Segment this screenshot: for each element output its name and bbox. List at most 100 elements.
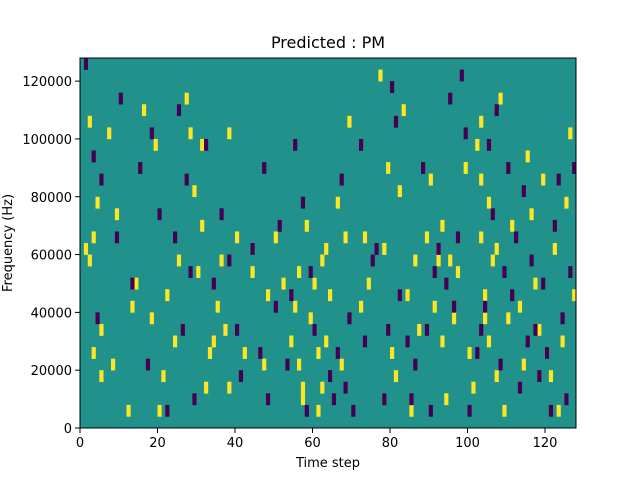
chart-title: Predicted : PM [271, 33, 385, 52]
heatmap-cell-high [273, 231, 278, 244]
heatmap-cell-low [545, 347, 550, 359]
heatmap-cell-low [537, 370, 542, 383]
heatmap-cell-high [107, 127, 112, 140]
heatmap-cell-low [572, 162, 577, 174]
x-tick-label: 20 [149, 436, 166, 451]
heatmap-cell-high [320, 254, 325, 267]
heatmap-cell-high [200, 138, 205, 151]
heatmap-cell-high [196, 266, 201, 278]
heatmap-cell-high [157, 404, 162, 417]
heatmap-cell-high [324, 243, 329, 255]
heatmap-cell-low [335, 347, 340, 359]
heatmap-cell-low [293, 138, 298, 151]
heatmap-cell-low [494, 104, 499, 117]
heatmap-cell-low [552, 219, 557, 232]
heatmap-cell-high [409, 404, 414, 417]
heatmap-cell-high [397, 185, 402, 198]
heatmap-cell-low [304, 404, 309, 417]
heatmap-cell-low [145, 358, 151, 371]
heatmap-cell-high [130, 300, 135, 313]
heatmap-cell-high [486, 196, 492, 209]
heatmap-cell-high [223, 323, 228, 336]
heatmap-cell-low [436, 243, 441, 255]
heatmap-cell-low [424, 323, 430, 336]
heatmap-cell-high [87, 115, 92, 128]
heatmap-cell-high [126, 404, 131, 417]
heatmap-cell-high [207, 347, 213, 359]
heatmap-cell-high [142, 104, 147, 117]
y-tick-label: 60000 [31, 249, 72, 264]
plot-area [80, 58, 577, 428]
heatmap-cell-high [525, 150, 530, 163]
heatmap-cell-high [293, 300, 298, 313]
heatmap-cell-low [370, 254, 375, 267]
heatmap-cell-high [235, 231, 240, 244]
y-tick-label: 100000 [22, 133, 72, 148]
heatmap-cell-high [463, 162, 468, 174]
heatmap-cell-low [564, 393, 569, 406]
y-tick-label: 40000 [31, 306, 72, 321]
heatmap-cell-high [320, 381, 325, 394]
heatmap-cell-low [308, 266, 313, 278]
heatmap-cell-low [343, 381, 348, 394]
x-tick-label: 0 [76, 436, 84, 451]
heatmap-cell-high [556, 404, 561, 417]
heatmap-cell-high [362, 231, 368, 244]
heatmap-cell-high [552, 243, 557, 255]
heatmap-cell-high [173, 335, 178, 348]
x-tick-label: 40 [227, 436, 244, 451]
heatmap-cell-high [87, 254, 92, 267]
x-axis: 0 20 40 60 80 100 120 [76, 428, 558, 451]
heatmap-cell-low [432, 266, 437, 278]
heatmap-cell-high [91, 347, 96, 359]
heatmap-cell-high [572, 289, 577, 302]
heatmap-cell-high [242, 347, 247, 359]
heatmap-cell-low [517, 381, 523, 394]
heatmap-cell-low [455, 231, 461, 244]
heatmap-cell-high [483, 312, 488, 325]
plot-frame [79, 57, 577, 429]
x-tick-label: 80 [382, 436, 399, 451]
heatmap-cell-high [467, 347, 472, 359]
x-tick-label: 120 [533, 436, 558, 451]
heatmap-cell-high [308, 312, 313, 325]
heatmap-cell-low [374, 243, 379, 255]
heatmap-cell-low [250, 243, 255, 255]
heatmap-cell-high [339, 358, 344, 371]
heatmap-cell-high [281, 277, 286, 290]
heatmap-cell-high [312, 277, 317, 290]
heatmap-cell-low [397, 289, 402, 302]
heatmap-cell-low [382, 393, 387, 406]
heatmap-cell-high [452, 312, 457, 325]
heatmap-cell-high [510, 219, 515, 232]
heatmap-cell-low [289, 289, 294, 302]
heatmap-cell-high [490, 254, 495, 267]
heatmap-cell-low [541, 277, 546, 290]
heatmap-cell-high [455, 266, 461, 278]
heatmap-cell-high [297, 266, 302, 278]
heatmap-cell-low [300, 196, 306, 209]
heatmap-cell-low [390, 81, 395, 93]
heatmap-cell-low [95, 312, 100, 325]
heatmap-cell-high [149, 312, 154, 325]
heatmap-cell-low [428, 404, 433, 417]
heatmap-cell-high [114, 208, 120, 221]
heatmap-cell-high [548, 370, 554, 383]
heatmap-cell-high [521, 358, 526, 371]
heatmap-cell-low [273, 300, 278, 313]
heatmap-cell-high [479, 231, 484, 244]
heatmap-cell-high [134, 277, 139, 290]
y-axis: 0 20000 40000 60000 80000 100000 120000 [22, 75, 80, 437]
heatmap-cell-high [444, 393, 449, 406]
heatmap-cell-high [83, 243, 89, 255]
heatmap-cell-low [138, 162, 143, 174]
heatmap-cell-high [533, 277, 538, 290]
heatmap-cell-high [192, 185, 197, 198]
heatmap-cell-low [498, 358, 503, 371]
heatmap-cell-high [266, 289, 271, 302]
heatmap-cell-high [479, 173, 484, 186]
heatmap-cell-low [173, 231, 178, 244]
heatmap-cell-high [111, 358, 116, 371]
heatmap-cell-high [564, 196, 569, 209]
heatmap-cell-low [149, 127, 154, 140]
